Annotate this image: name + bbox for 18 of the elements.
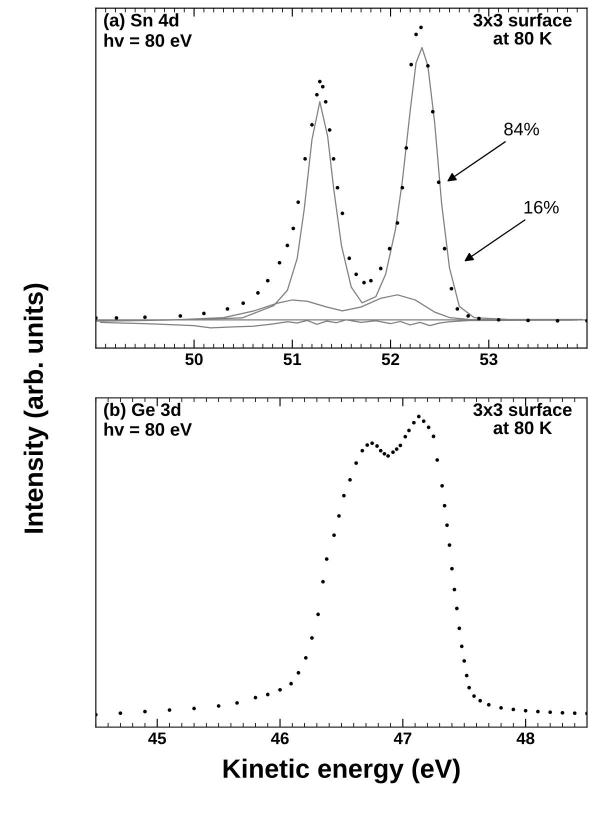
y-axis-title: Intensity (arb. units) xyxy=(24,284,48,533)
x-tick-label: 51 xyxy=(284,354,302,366)
annotation: 3x3 surface at 80 K xyxy=(473,402,572,434)
annotation: hv = 80 eV xyxy=(104,34,192,47)
x-tick-label: 53 xyxy=(480,353,498,366)
annotation: hv = 80 eV xyxy=(104,422,192,436)
x-tick-label: 48 xyxy=(516,732,534,744)
x-tick-label: 46 xyxy=(271,732,289,744)
annotation: (b) Ge 3d xyxy=(104,402,180,420)
x-axis-title: Kinetic energy (eV) xyxy=(224,758,460,784)
annotation: 3x3 surface at 80 K xyxy=(473,13,572,45)
x-tick-label: 45 xyxy=(148,732,166,744)
annotation: (a) Sn 4d xyxy=(104,13,178,30)
x-tick-label: 47 xyxy=(394,732,412,744)
annotation: 16% xyxy=(524,200,559,214)
annotation: 84% xyxy=(504,122,540,136)
x-tick-label: 52 xyxy=(382,353,400,366)
x-tick-label: 50 xyxy=(185,353,203,366)
